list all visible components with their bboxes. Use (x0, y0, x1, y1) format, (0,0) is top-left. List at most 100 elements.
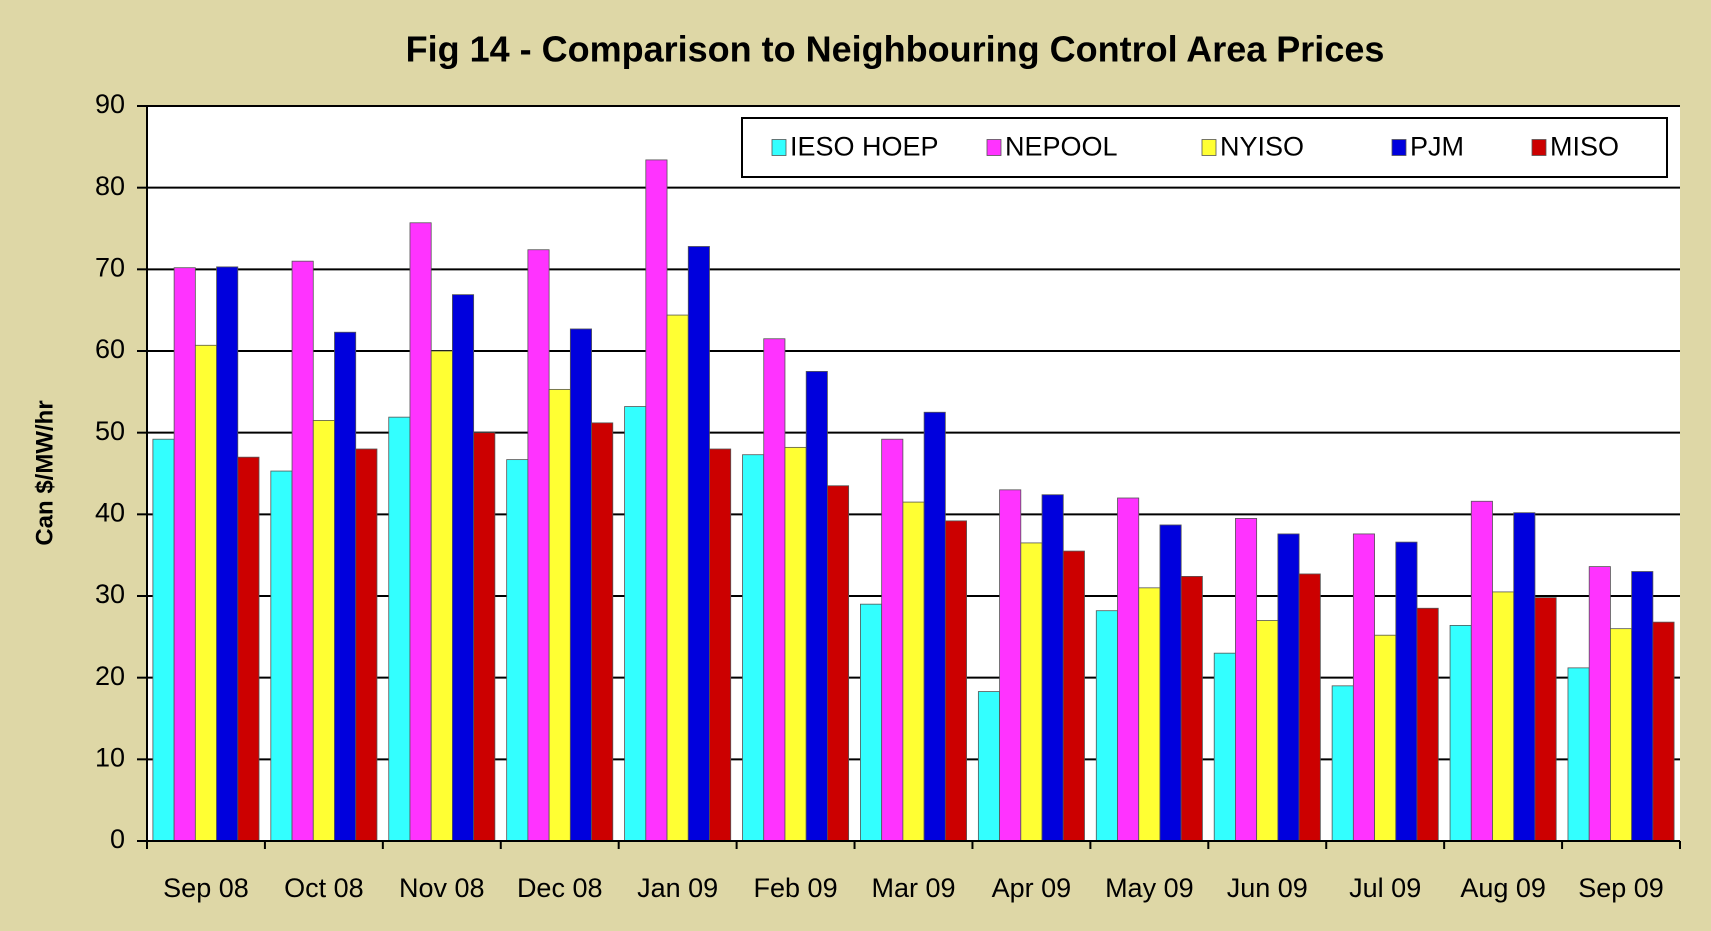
x-tick-label: Sep 08 (163, 873, 249, 903)
y-tick-label: 0 (110, 824, 125, 854)
x-tick-label: Feb 09 (754, 873, 838, 903)
y-tick-label: 60 (95, 334, 125, 364)
bar (1513, 512, 1536, 842)
bar (1331, 685, 1354, 842)
bar (569, 328, 592, 842)
bar (1095, 610, 1118, 842)
bar (388, 416, 411, 842)
bar (784, 446, 807, 842)
bar (237, 456, 260, 842)
bar (1062, 550, 1085, 842)
y-tick-label: 70 (95, 252, 125, 282)
bar (1374, 634, 1397, 842)
bar (1159, 524, 1182, 842)
x-tick-label: Jul 09 (1349, 873, 1421, 903)
bar (1298, 573, 1321, 842)
bar (1041, 494, 1064, 842)
bar (312, 420, 335, 842)
legend-label: PJM (1410, 132, 1464, 162)
bar (216, 266, 239, 842)
y-tick-label: 20 (95, 661, 125, 691)
legend-label: MISO (1550, 132, 1619, 162)
bar (270, 470, 293, 842)
bar (805, 371, 828, 842)
bar (944, 520, 967, 842)
legend-label: IESO HOEP (790, 132, 939, 162)
bar (902, 501, 925, 842)
legend-swatch (986, 139, 1002, 156)
bar (1567, 667, 1590, 842)
bar (452, 294, 475, 842)
bar (1180, 576, 1203, 842)
bar (624, 406, 647, 842)
y-tick-label: 50 (95, 416, 125, 446)
x-tick-label: Dec 08 (517, 873, 603, 903)
bar (1534, 597, 1557, 842)
bar (1492, 591, 1515, 842)
bar (1117, 497, 1140, 842)
x-tick-label: Nov 08 (399, 873, 485, 903)
y-tick-label: 40 (95, 497, 125, 527)
y-axis-label: Can $/MW/hr (31, 400, 58, 545)
bar (473, 432, 496, 842)
bar (355, 448, 378, 842)
bar (923, 411, 946, 842)
bar (977, 691, 1000, 842)
x-tick-label: Sep 09 (1578, 873, 1664, 903)
bar (709, 448, 732, 842)
bar (645, 159, 668, 842)
y-tick-label: 90 (95, 89, 125, 119)
bar (1277, 533, 1300, 842)
x-tick-label: Jun 09 (1227, 873, 1308, 903)
bar (742, 454, 765, 842)
bar (999, 489, 1022, 842)
bar (430, 350, 453, 842)
legend-label: NEPOOL (1005, 132, 1118, 162)
bar (1588, 566, 1611, 842)
x-tick-label: Aug 09 (1460, 873, 1546, 903)
legend-label: NYISO (1220, 132, 1304, 162)
bar (291, 260, 314, 842)
x-tick-label: May 09 (1105, 873, 1194, 903)
bar (1256, 620, 1279, 842)
bar (1352, 533, 1375, 842)
bar (763, 338, 786, 842)
bar (334, 331, 357, 842)
bar (173, 267, 196, 842)
bar (1395, 541, 1418, 842)
y-tick-label: 10 (95, 742, 125, 772)
bar (860, 603, 883, 842)
bar (506, 459, 529, 842)
bar (194, 344, 217, 842)
bar (1631, 571, 1654, 842)
bar (1470, 500, 1493, 842)
bar (591, 422, 614, 842)
bar (666, 314, 689, 842)
bar (409, 222, 432, 842)
legend-swatch (1201, 139, 1217, 156)
x-tick-label: Mar 09 (871, 873, 955, 903)
bar (1652, 621, 1675, 842)
legend-swatch (1531, 139, 1547, 156)
bar (1449, 625, 1472, 842)
bar (1020, 542, 1043, 842)
bar (827, 485, 850, 842)
bar (881, 438, 904, 842)
bar (152, 438, 175, 842)
x-tick-label: Oct 08 (284, 873, 364, 903)
y-tick-label: 30 (95, 579, 125, 609)
bar (1138, 587, 1161, 842)
x-tick-label: Jan 09 (637, 873, 718, 903)
bar (1416, 607, 1439, 842)
x-tick-label: Apr 09 (992, 873, 1072, 903)
bar (527, 249, 550, 842)
chart-title: Fig 14 - Comparison to Neighbouring Cont… (406, 29, 1385, 70)
y-tick-label: 80 (95, 171, 125, 201)
legend-swatch (771, 139, 787, 156)
legend-swatch (1391, 139, 1407, 156)
bar (548, 388, 571, 842)
bar (1610, 628, 1633, 842)
bar (1235, 518, 1258, 842)
bar (687, 246, 710, 842)
